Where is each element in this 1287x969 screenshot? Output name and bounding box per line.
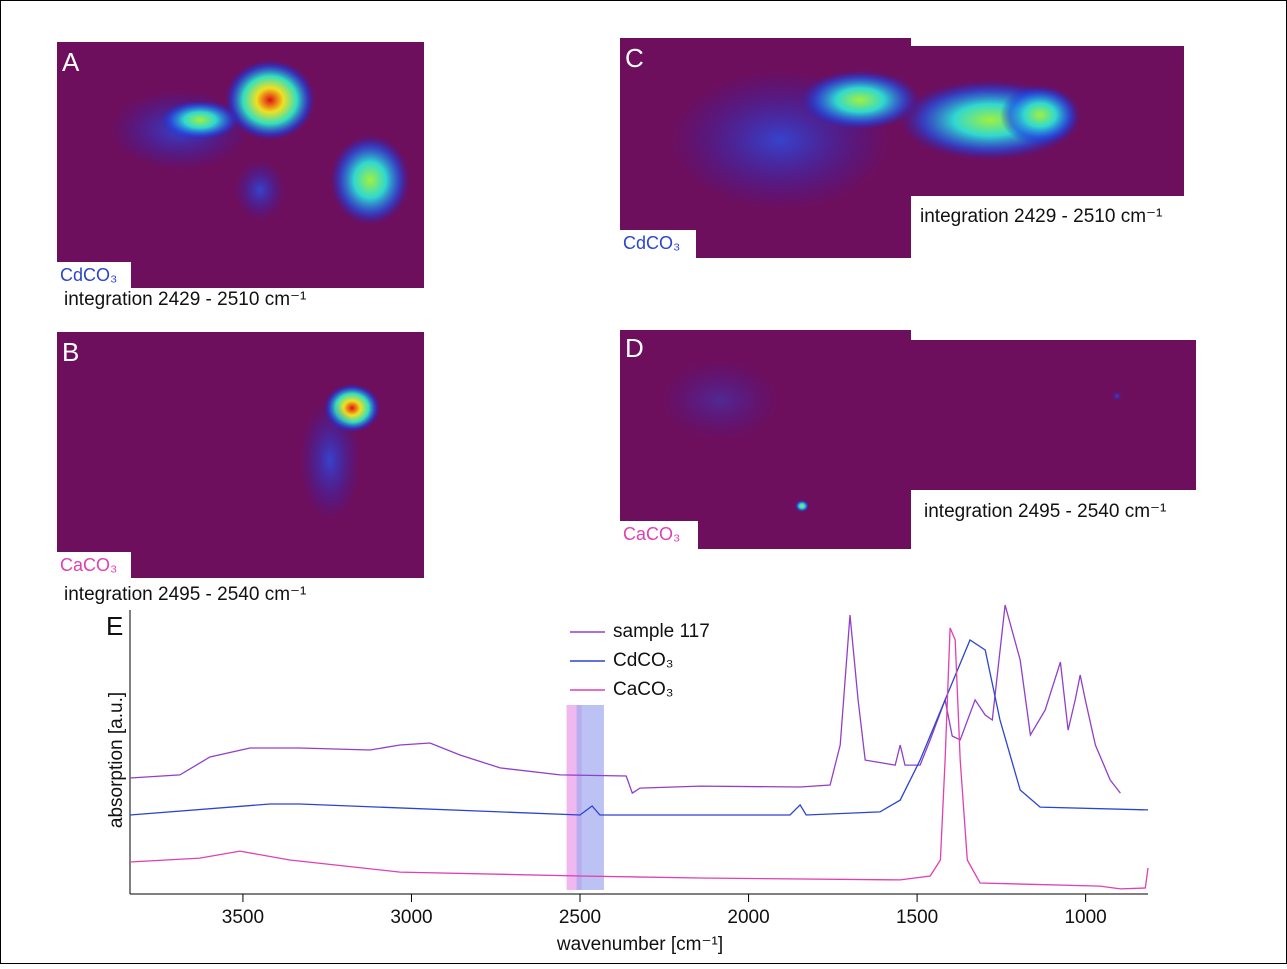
panel-label: A: [62, 47, 80, 77]
panel-c: [620, 38, 1184, 258]
x-tick-label: 3500: [222, 907, 264, 928]
species-label: CdCO₃: [623, 233, 680, 253]
panel-d: [620, 330, 1196, 549]
caption: integration 2429 - 2510 cm⁻¹: [920, 206, 1162, 227]
x-axis-label: wavenumber [cm⁻¹]: [556, 934, 723, 955]
spectrum-line: [129, 639, 1149, 816]
spectrum-line: [129, 627, 1149, 890]
panel-label: B: [62, 337, 79, 367]
x-tick-label: 2000: [727, 907, 769, 928]
caption: integration 2429 - 2510 cm⁻¹: [64, 289, 306, 310]
x-tick-label: 3000: [390, 907, 432, 928]
panel-label: C: [625, 43, 644, 73]
panel-label: E: [106, 611, 123, 641]
panel-b: [57, 332, 424, 578]
x-tick-label: 1000: [1064, 907, 1106, 928]
spectrum-line: [129, 604, 1121, 795]
legend-label: CdCO₃: [613, 650, 674, 671]
species-label: CaCO₃: [623, 524, 680, 544]
caption: integration 2495 - 2540 cm⁻¹: [924, 501, 1166, 522]
caption: integration 2495 - 2540 cm⁻¹: [64, 584, 306, 605]
species-label: CdCO₃: [60, 265, 117, 285]
legend-label: sample 117: [613, 621, 710, 642]
panel-label: D: [625, 333, 644, 363]
legend-label: CaCO₃: [613, 679, 674, 700]
y-axis-label: absorption [a.u.]: [106, 692, 127, 828]
species-label: CaCO₃: [60, 555, 117, 575]
highlight-band: [576, 705, 604, 890]
x-tick-label: 1500: [896, 907, 938, 928]
panel-a: [57, 42, 424, 288]
x-tick-label: 2500: [559, 907, 601, 928]
